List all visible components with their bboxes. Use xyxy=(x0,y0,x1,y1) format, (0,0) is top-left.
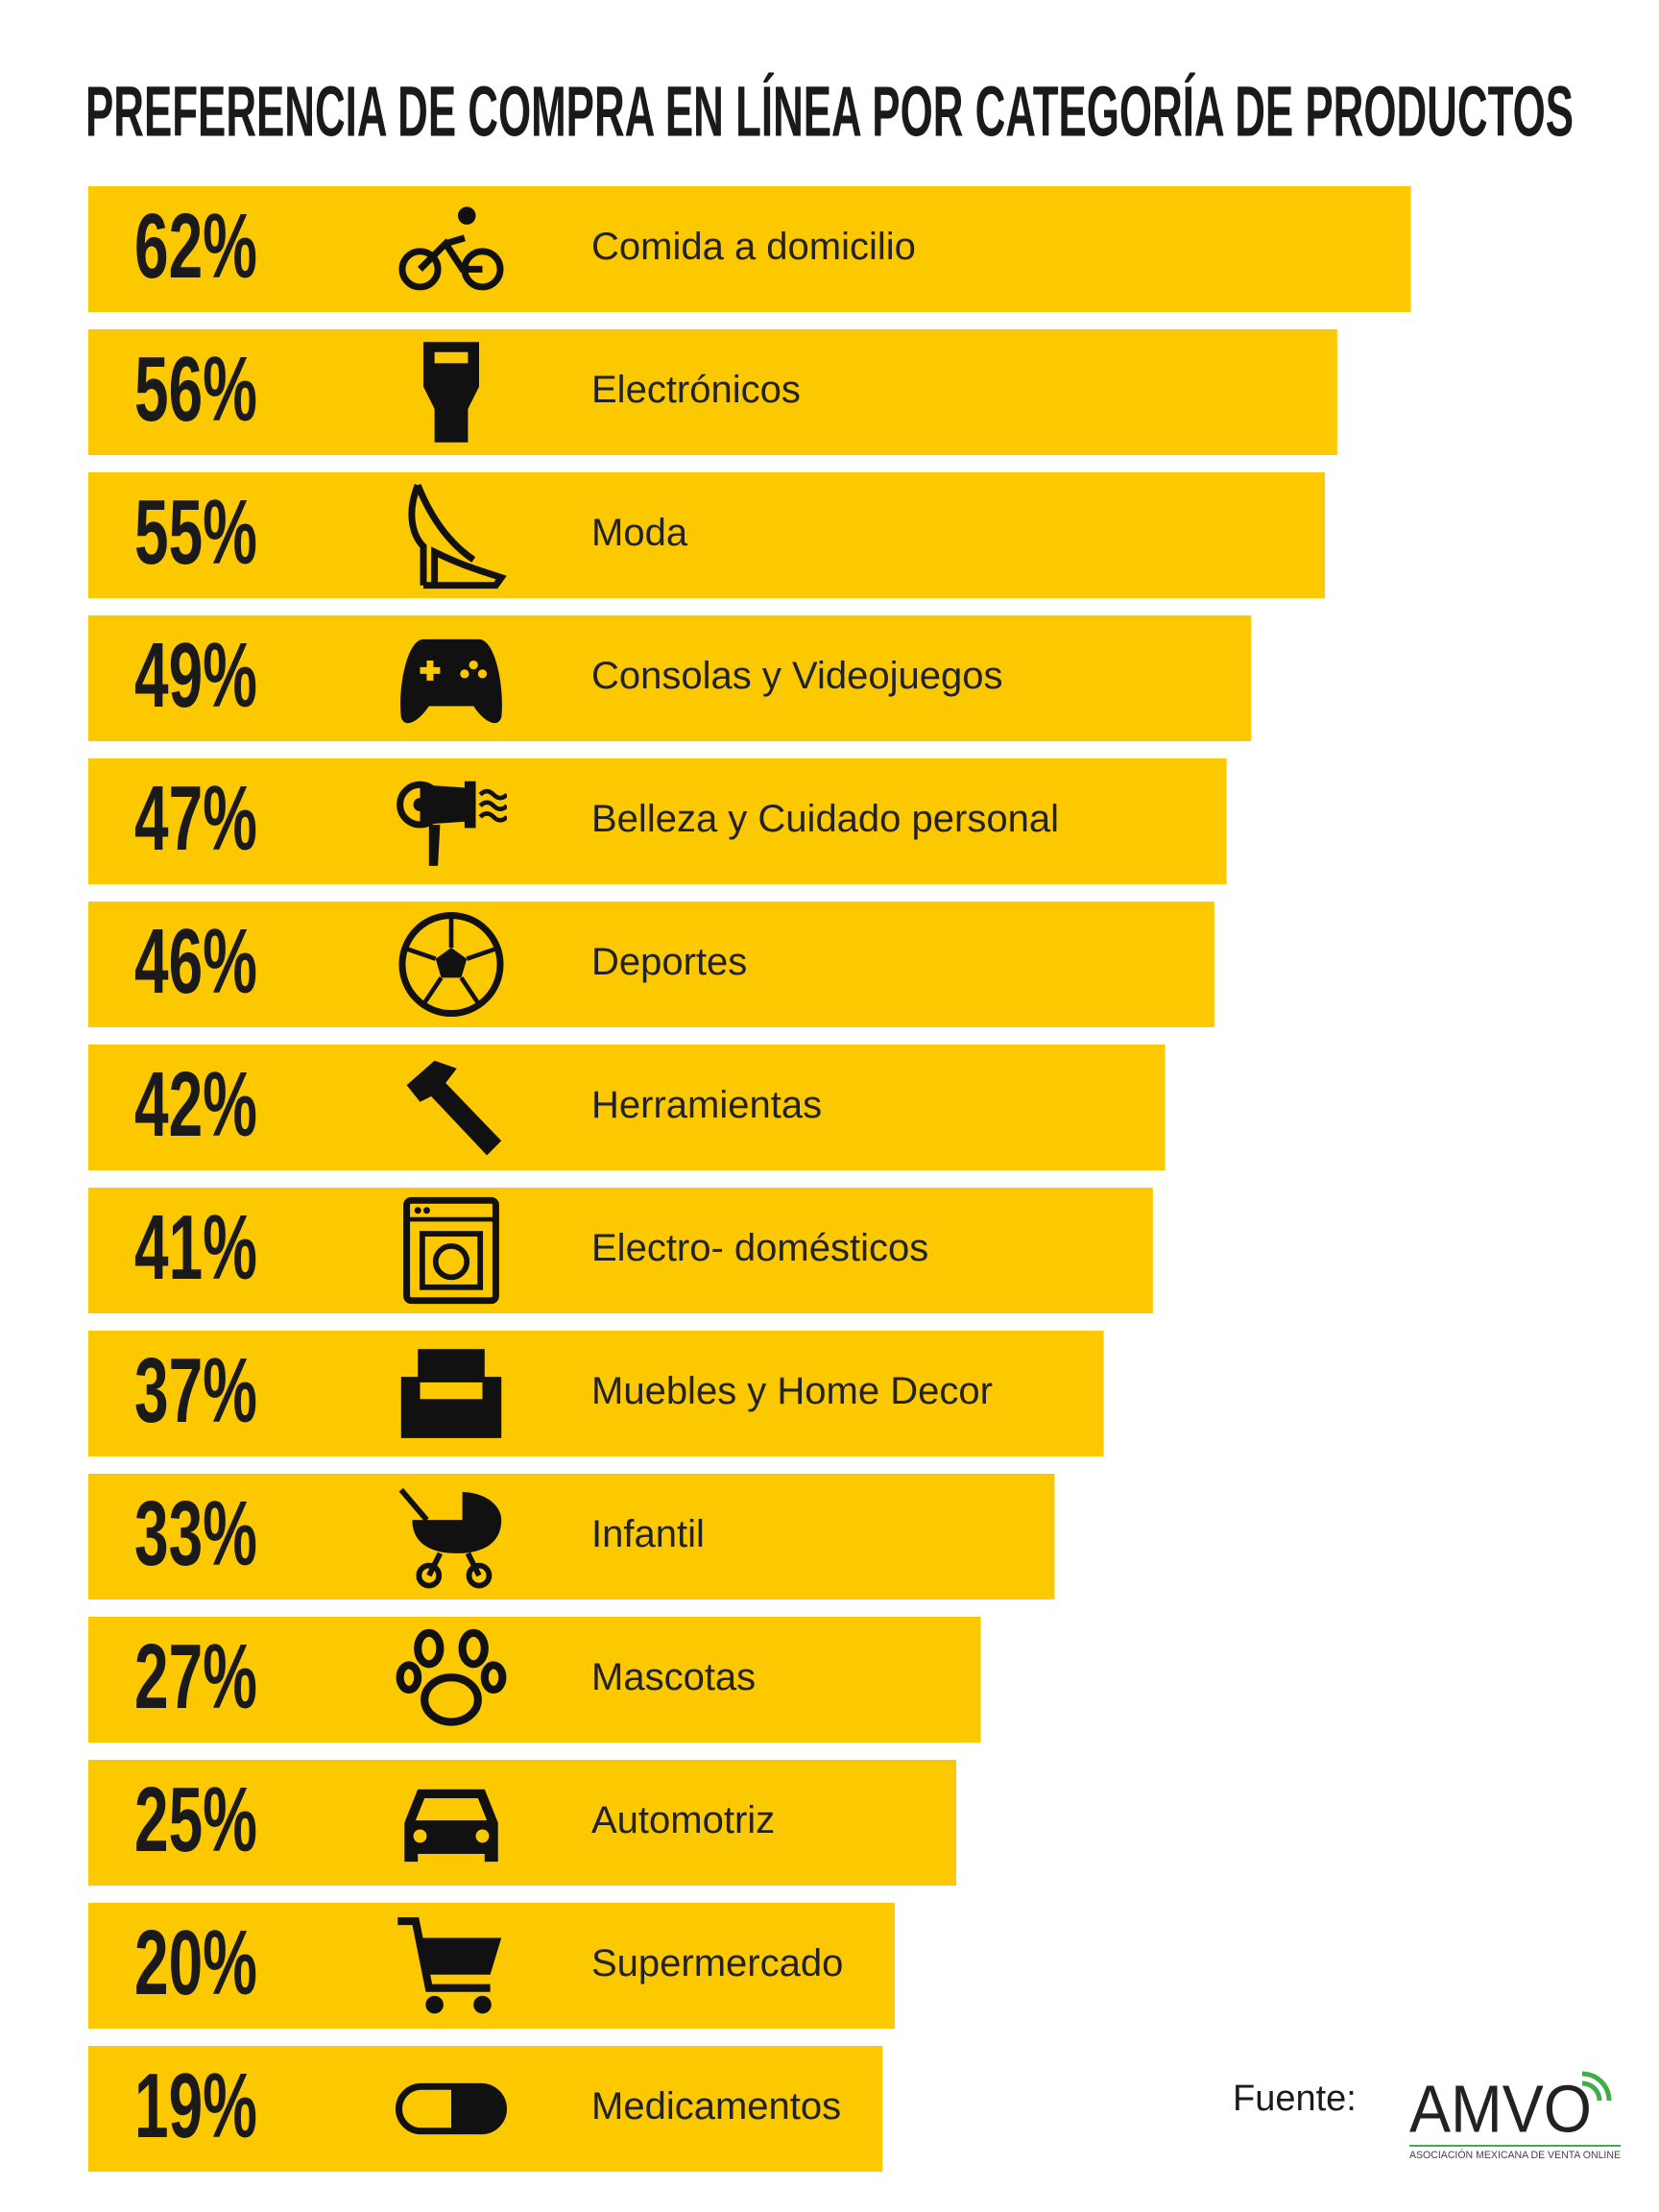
value-label: 55% xyxy=(134,481,257,584)
bar xyxy=(88,329,1337,455)
value-label: 20% xyxy=(134,1911,257,2014)
category-label: Deportes xyxy=(591,941,747,983)
value-label: 46% xyxy=(134,910,257,1013)
bar xyxy=(88,1617,981,1743)
category-label: Muebles y Home Decor xyxy=(591,1370,993,1412)
bar xyxy=(88,1331,1104,1456)
bar xyxy=(88,1188,1153,1313)
bar xyxy=(88,1760,956,1886)
category-label: Medicamentos xyxy=(591,2085,841,2128)
bar-rows: 62% Comida a domicilio 56% Electrónicos 55% M… xyxy=(88,186,1411,2172)
source-label: Fuente: xyxy=(1233,2079,1357,2119)
value-label: 19% xyxy=(134,2055,257,2157)
category-label: Comida a domicilio xyxy=(591,226,916,268)
category-label: Mascotas xyxy=(591,1656,756,1698)
category-label: Consolas y Videojuegos xyxy=(591,655,1002,697)
bar xyxy=(88,615,1252,741)
value-label: 49% xyxy=(134,624,257,727)
value-label: 27% xyxy=(134,1625,257,1728)
value-label: 42% xyxy=(134,1053,257,1156)
value-label: 37% xyxy=(134,1339,257,1442)
category-icon xyxy=(404,1789,498,1863)
value-label: 62% xyxy=(134,195,257,298)
value-label: 41% xyxy=(134,1196,257,1299)
category-label: Electro- domésticos xyxy=(591,1227,928,1269)
bar xyxy=(88,1045,1166,1170)
bar xyxy=(88,902,1214,1027)
category-label: Moda xyxy=(591,512,688,554)
category-label: Infantil xyxy=(591,1513,705,1555)
category-label: Supermercado xyxy=(591,1942,843,1984)
value-label: 33% xyxy=(134,1482,257,1585)
source-logo-subtitle: ASOCIACIÓN MEXICANA DE VENTA ONLINE xyxy=(1409,2149,1621,2161)
source-logo: AMVO xyxy=(1409,2071,1592,2146)
logo-arcs xyxy=(1581,2071,1612,2102)
category-label: Belleza y Cuidado personal xyxy=(591,798,1059,840)
bar xyxy=(88,758,1227,884)
value-label: 25% xyxy=(134,1768,257,1871)
category-label: Herramientas xyxy=(591,1084,822,1126)
category-label: Automotriz xyxy=(591,1799,775,1841)
value-label: 47% xyxy=(134,767,257,870)
bar xyxy=(88,186,1411,312)
chart-title: PREFERENCIA DE COMPRA EN LÍNEA POR CATEG… xyxy=(85,72,1574,152)
bar xyxy=(88,1474,1055,1599)
bar xyxy=(88,472,1325,598)
category-label: Electrónicos xyxy=(591,369,801,411)
value-label: 56% xyxy=(134,338,257,441)
